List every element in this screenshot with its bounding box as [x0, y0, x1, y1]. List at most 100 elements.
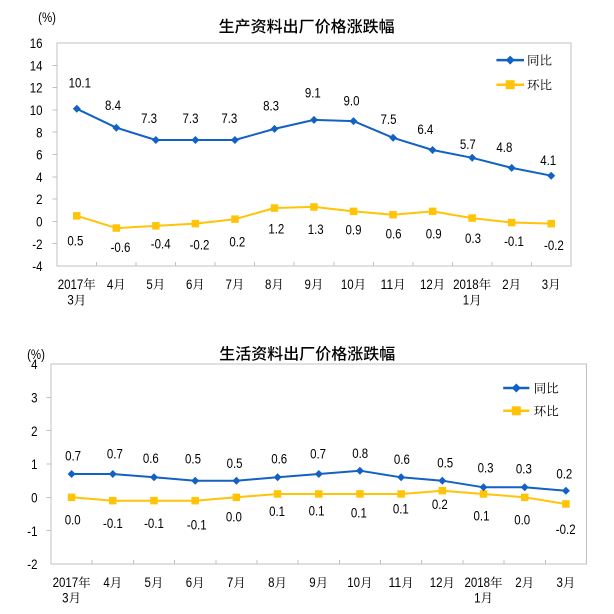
svg-text:14: 14: [30, 57, 43, 73]
svg-text:0.2: 0.2: [556, 465, 572, 481]
svg-text:11: 11: [389, 574, 402, 590]
svg-text:-0.1: -0.1: [144, 515, 164, 531]
svg-text:0.9: 0.9: [346, 222, 362, 238]
svg-text:8: 8: [36, 124, 43, 140]
svg-text:4: 4: [36, 169, 43, 185]
svg-text:(%): (%): [38, 9, 56, 25]
svg-text:4: 4: [103, 574, 110, 590]
svg-text:0.0: 0.0: [514, 512, 530, 528]
svg-text:10: 10: [30, 102, 43, 118]
svg-text:5.7: 5.7: [460, 136, 476, 152]
svg-text:-4: -4: [32, 258, 42, 274]
svg-text:7.3: 7.3: [221, 110, 237, 126]
svg-text:0.6: 0.6: [386, 225, 402, 241]
svg-text:10.1: 10.1: [69, 74, 92, 90]
svg-text:-0.4: -0.4: [151, 236, 171, 252]
svg-text:0.3: 0.3: [465, 230, 481, 246]
svg-text:12: 12: [30, 80, 43, 96]
svg-text:0.1: 0.1: [309, 502, 325, 518]
svg-text:12: 12: [430, 574, 443, 590]
svg-text:2018: 2018: [465, 574, 491, 590]
svg-text:(%): (%): [27, 346, 45, 362]
svg-text:-0.6: -0.6: [111, 239, 131, 255]
svg-text:0.8: 0.8: [352, 445, 368, 461]
svg-text:3: 3: [62, 589, 69, 605]
svg-text:0.2: 0.2: [229, 233, 245, 249]
svg-text:7.3: 7.3: [141, 110, 157, 126]
svg-text:1: 1: [31, 456, 38, 472]
svg-text:-1: -1: [27, 523, 37, 539]
svg-text:2018: 2018: [453, 276, 479, 292]
svg-text:0.6: 0.6: [271, 450, 287, 466]
svg-text:3: 3: [67, 292, 74, 308]
svg-text:0.1: 0.1: [351, 505, 367, 521]
svg-text:7: 7: [227, 574, 234, 590]
svg-text:1.2: 1.2: [268, 221, 284, 237]
svg-text:3: 3: [556, 574, 563, 590]
svg-text:8.4: 8.4: [105, 97, 121, 113]
svg-text:0.2: 0.2: [432, 496, 448, 512]
svg-text:1: 1: [463, 292, 470, 308]
svg-text:7: 7: [225, 276, 232, 292]
svg-text:6.4: 6.4: [417, 121, 433, 137]
svg-text:0.0: 0.0: [226, 508, 242, 524]
svg-text:9: 9: [305, 276, 312, 292]
svg-text:16: 16: [30, 35, 43, 51]
svg-text:9: 9: [309, 574, 316, 590]
svg-text:3: 3: [542, 276, 549, 292]
svg-text:0: 0: [31, 489, 38, 505]
svg-text:0.1: 0.1: [269, 503, 285, 519]
svg-text:0.3: 0.3: [478, 460, 494, 476]
svg-text:-0.1: -0.1: [504, 233, 524, 249]
svg-text:8: 8: [265, 276, 272, 292]
svg-text:2: 2: [515, 574, 522, 590]
svg-text:6: 6: [36, 147, 43, 163]
svg-text:8.3: 8.3: [263, 97, 279, 113]
svg-text:9.0: 9.0: [344, 93, 360, 109]
svg-text:4: 4: [107, 276, 114, 292]
svg-text:-0.1: -0.1: [103, 515, 123, 531]
svg-text:11: 11: [380, 276, 393, 292]
svg-text:0.1: 0.1: [474, 508, 490, 524]
svg-text:6: 6: [186, 574, 193, 590]
svg-text:0.9: 0.9: [426, 225, 442, 241]
svg-text:1: 1: [474, 589, 481, 605]
svg-text:0.7: 0.7: [65, 448, 81, 464]
svg-text:0.6: 0.6: [394, 451, 410, 467]
svg-text:5: 5: [145, 574, 152, 590]
svg-text:2017: 2017: [58, 276, 84, 292]
svg-text:12: 12: [420, 276, 433, 292]
svg-text:0.6: 0.6: [143, 450, 159, 466]
svg-text:-0.2: -0.2: [190, 236, 210, 252]
svg-text:4.8: 4.8: [496, 139, 512, 155]
svg-text:0.1: 0.1: [393, 501, 409, 517]
svg-text:0.3: 0.3: [516, 460, 532, 476]
svg-text:0.5: 0.5: [185, 450, 201, 466]
svg-text:2: 2: [31, 423, 38, 439]
svg-text:0.5: 0.5: [437, 454, 453, 470]
svg-text:9.1: 9.1: [305, 84, 321, 100]
svg-text:0.7: 0.7: [107, 445, 123, 461]
svg-text:4.1: 4.1: [540, 152, 556, 168]
svg-text:4: 4: [31, 356, 38, 372]
svg-text:10: 10: [341, 276, 354, 292]
svg-text:-0.1: -0.1: [187, 517, 207, 533]
svg-text:2: 2: [36, 191, 43, 207]
svg-text:7.5: 7.5: [381, 111, 397, 127]
svg-text:10: 10: [347, 574, 360, 590]
svg-text:3: 3: [31, 389, 38, 405]
svg-text:-0.2: -0.2: [544, 237, 564, 253]
svg-text:0.7: 0.7: [310, 446, 326, 462]
svg-text:0.5: 0.5: [227, 455, 243, 471]
svg-text:8: 8: [268, 574, 275, 590]
svg-text:-2: -2: [32, 236, 42, 252]
svg-text:2: 2: [502, 276, 509, 292]
svg-text:5: 5: [146, 276, 153, 292]
svg-text:-2: -2: [27, 556, 37, 572]
svg-text:7.3: 7.3: [183, 110, 199, 126]
svg-text:6: 6: [186, 276, 193, 292]
svg-text:-0.2: -0.2: [556, 521, 576, 537]
svg-text:2017: 2017: [53, 574, 79, 590]
svg-text:0.0: 0.0: [65, 511, 81, 527]
svg-text:0.5: 0.5: [67, 233, 83, 249]
